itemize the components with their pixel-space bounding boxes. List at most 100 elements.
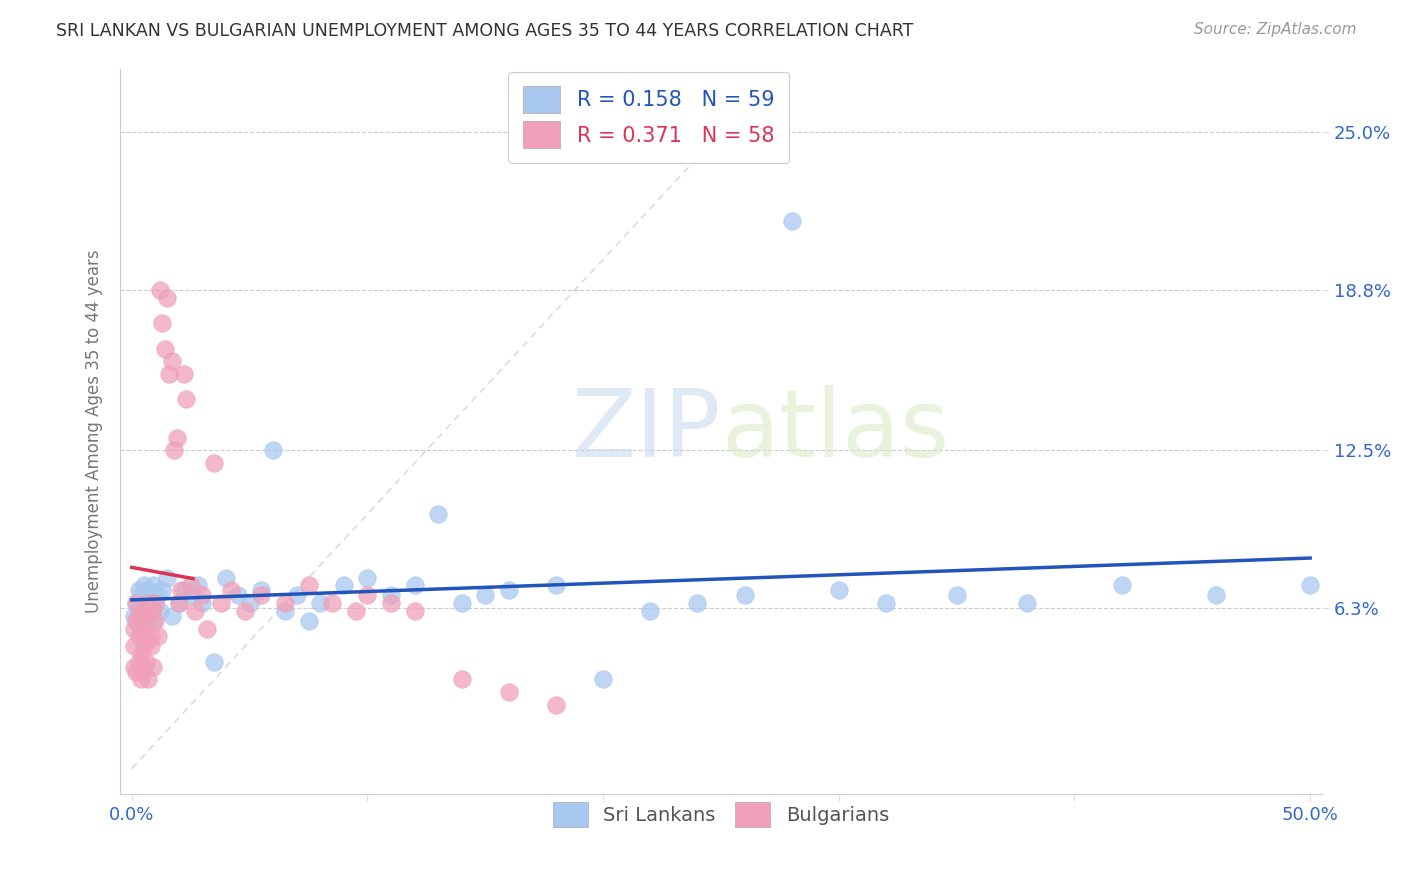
Point [285, 589, 308, 603]
Point [184, 604, 207, 618]
Point [187, 578, 209, 592]
Point [356, 589, 378, 603]
Point [160, 608, 183, 623]
Point [146, 589, 169, 603]
Point [202, 456, 225, 470]
Point [125, 596, 148, 610]
Point [156, 291, 179, 305]
Point [163, 443, 186, 458]
Point [139, 629, 162, 643]
Point [1205, 589, 1227, 603]
Point [638, 604, 661, 618]
Point [139, 596, 162, 610]
Point [498, 583, 520, 598]
Point [125, 614, 148, 628]
Point [180, 578, 202, 592]
Point [128, 604, 150, 618]
Point [474, 589, 496, 603]
Text: atlas: atlas [721, 385, 949, 477]
Point [132, 608, 155, 623]
Point [592, 673, 614, 687]
Point [174, 392, 197, 407]
Point [404, 604, 426, 618]
Point [170, 583, 193, 598]
Point [143, 596, 166, 610]
Point [129, 647, 152, 661]
Point [380, 589, 402, 603]
Point [344, 604, 367, 618]
Point [828, 583, 851, 598]
Point [297, 614, 319, 628]
Point [136, 583, 159, 598]
Point [143, 614, 166, 628]
Point [219, 583, 242, 598]
Point [356, 571, 378, 585]
Point [128, 608, 150, 623]
Point [173, 367, 195, 381]
Point [132, 665, 155, 679]
Point [135, 614, 157, 628]
Point [1017, 596, 1039, 610]
Point [380, 596, 402, 610]
Point [274, 604, 297, 618]
Point [167, 596, 190, 610]
Point [297, 578, 319, 592]
Point [143, 596, 166, 610]
Legend: Sri Lankans, Bulgarians: Sri Lankans, Bulgarians [546, 795, 897, 835]
Point [173, 583, 195, 598]
Point [166, 431, 188, 445]
Point [150, 583, 173, 598]
Point [122, 608, 145, 623]
Point [262, 443, 284, 458]
Point [128, 583, 150, 598]
Point [136, 596, 159, 610]
Point [226, 589, 249, 603]
Point [195, 622, 218, 636]
Point [167, 596, 190, 610]
Point [122, 659, 145, 673]
Point [135, 596, 157, 610]
Point [146, 629, 169, 643]
Point [132, 604, 155, 618]
Point [333, 578, 356, 592]
Point [139, 608, 162, 623]
Text: Source: ZipAtlas.com: Source: ZipAtlas.com [1194, 22, 1357, 37]
Point [180, 589, 202, 603]
Point [544, 578, 567, 592]
Point [142, 659, 165, 673]
Point [274, 596, 297, 610]
Point [239, 596, 262, 610]
Point [498, 685, 520, 699]
Point [135, 655, 157, 669]
Point [250, 583, 273, 598]
Point [202, 655, 225, 669]
Point [142, 578, 165, 592]
Y-axis label: Unemployment Among Ages 35 to 44 years: Unemployment Among Ages 35 to 44 years [86, 250, 103, 613]
Point [945, 589, 967, 603]
Point [215, 571, 238, 585]
Point [142, 604, 165, 618]
Point [160, 354, 183, 368]
Point [122, 622, 145, 636]
Point [153, 342, 176, 356]
Point [156, 571, 179, 585]
Point [125, 596, 148, 610]
Point [132, 578, 155, 592]
Point [122, 640, 145, 654]
Point [875, 596, 897, 610]
Point [209, 596, 232, 610]
Point [132, 640, 155, 654]
Point [139, 640, 162, 654]
Point [427, 507, 450, 521]
Point [125, 614, 148, 628]
Point [191, 589, 214, 603]
Point [128, 629, 150, 643]
Point [780, 214, 803, 228]
Point [309, 596, 332, 610]
Point [450, 596, 472, 610]
Point [136, 601, 159, 615]
Point [321, 596, 343, 610]
Point [1111, 578, 1133, 592]
Point [129, 622, 152, 636]
Text: ZIP: ZIP [571, 385, 721, 477]
